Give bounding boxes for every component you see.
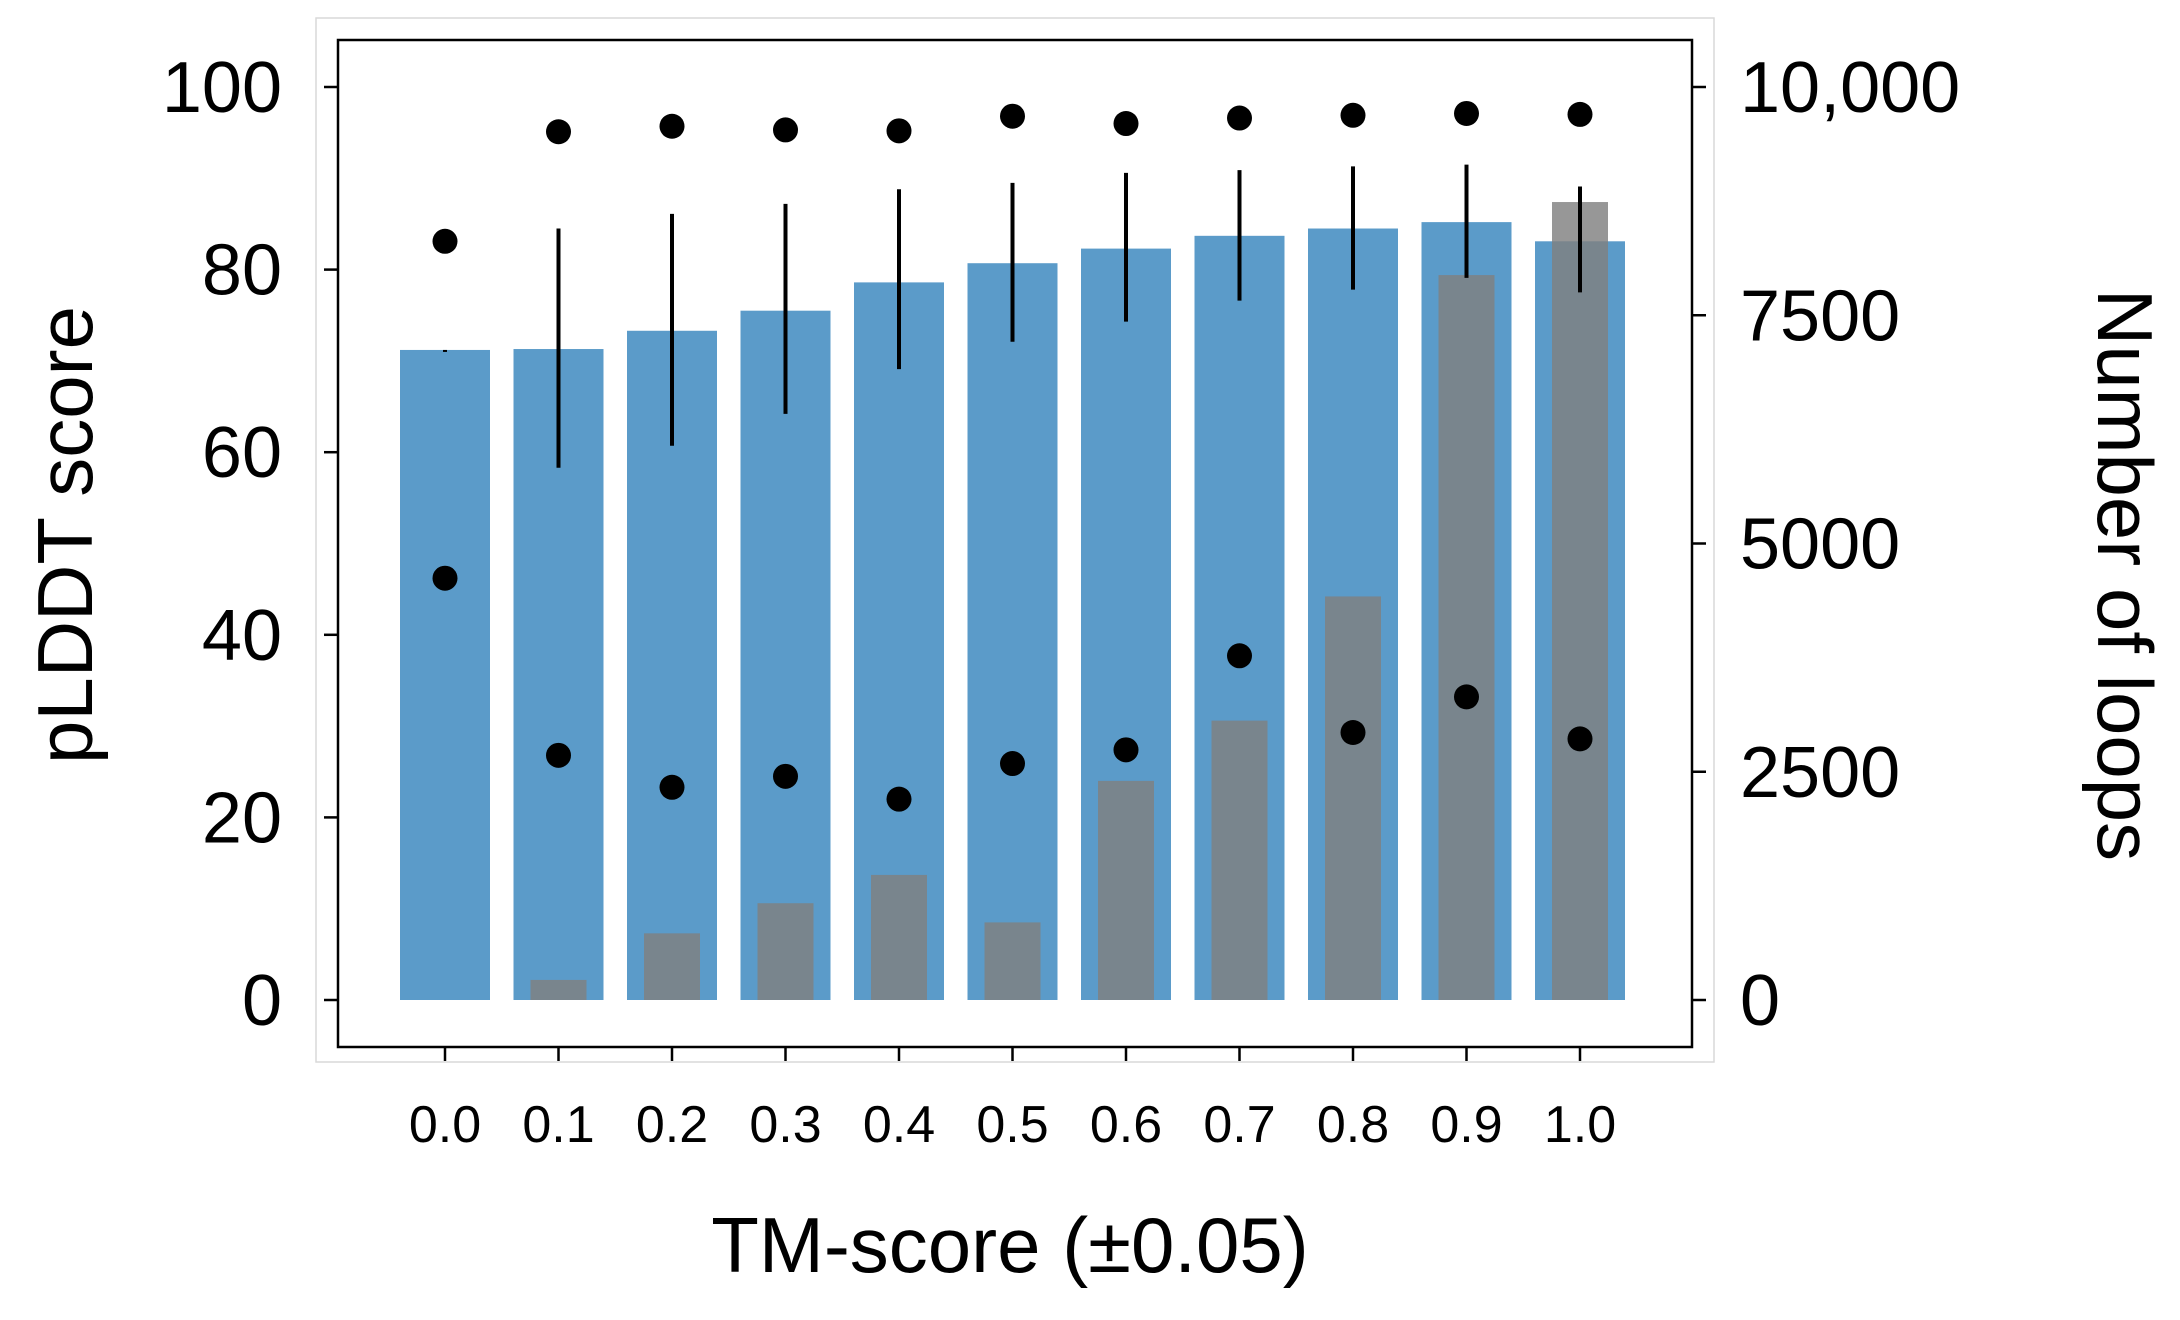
bar-loops-0.7 xyxy=(1211,720,1268,1000)
x-tick-label: 0.3 xyxy=(749,1096,821,1154)
y2-tick-label: 5000 xyxy=(1740,505,1900,585)
bar-pldd-0.5 xyxy=(967,263,1058,1001)
y2-tick-label: 2500 xyxy=(1740,733,1900,813)
point-max-0.2 xyxy=(659,113,685,139)
point-max-0.8 xyxy=(1340,102,1366,128)
bar-loops-1.0 xyxy=(1552,202,1608,1001)
bar-pldd-0.3 xyxy=(740,310,831,1000)
point-max-0.1 xyxy=(546,119,571,145)
x-tick-label: 0.0 xyxy=(409,1096,481,1154)
point-min-0.7 xyxy=(1227,643,1252,669)
x-tick-label: 0.9 xyxy=(1430,1096,1502,1154)
y2-tick-label: 7500 xyxy=(1740,276,1900,356)
point-max-0.3 xyxy=(773,117,798,143)
point-min-0.4 xyxy=(886,786,912,812)
bar-loops-0.3 xyxy=(757,903,814,1000)
x-tick-label: 0.7 xyxy=(1203,1096,1275,1154)
y-axis-title: pLDDT score xyxy=(21,306,109,764)
bar-loops-0.5 xyxy=(984,922,1041,1000)
point-min-0.0 xyxy=(432,565,458,591)
bar-loops-0.2 xyxy=(644,933,700,1000)
y-tick-label: 20 xyxy=(202,778,282,858)
point-max-0.5 xyxy=(1000,103,1025,129)
y-tick-label: 40 xyxy=(202,596,282,676)
y-tick-label: 100 xyxy=(162,48,282,128)
point-max-0.0 xyxy=(432,228,458,254)
point-min-0.9 xyxy=(1454,684,1479,710)
x-axis-title: TM-score (±0.05) xyxy=(711,1201,1309,1289)
y2-tick-label: 0 xyxy=(1740,961,1780,1041)
x-tick-label: 0.8 xyxy=(1317,1096,1389,1154)
x-tick-label: 0.6 xyxy=(1090,1096,1162,1154)
point-min-0.5 xyxy=(1000,751,1025,777)
y2-axis-title: Number of loops xyxy=(2081,289,2169,861)
pldd-bars xyxy=(400,222,1625,1001)
y2-tick-label: 10,000 xyxy=(1740,48,1960,128)
bar-loops-0.6 xyxy=(1098,780,1154,1000)
bar-loops-0.9 xyxy=(1438,275,1495,1000)
y-tick-label: 80 xyxy=(202,231,282,311)
x-tick-label: 0.1 xyxy=(522,1096,594,1154)
point-min-0.1 xyxy=(546,742,571,768)
x-tick-label: 0.5 xyxy=(976,1096,1048,1154)
bar-loops-0.4 xyxy=(871,874,927,1000)
bar-loops-0.1 xyxy=(530,979,587,1000)
y-tick-label: 0 xyxy=(242,961,282,1041)
x-tick-label: 0.4 xyxy=(863,1096,935,1154)
point-max-0.4 xyxy=(886,118,912,144)
point-max-0.7 xyxy=(1227,105,1252,131)
point-max-1.0 xyxy=(1567,101,1593,127)
bar-loops-0.8 xyxy=(1325,596,1381,1000)
point-max-0.6 xyxy=(1113,111,1139,137)
error-bars xyxy=(443,164,1582,468)
y-tick-label: 60 xyxy=(202,413,282,493)
bar-pldd-0.0 xyxy=(400,349,490,1001)
point-min-0.8 xyxy=(1340,719,1366,745)
loop-count-bars xyxy=(530,202,1608,1001)
point-min-1.0 xyxy=(1567,726,1593,752)
x-tick-label: 1.0 xyxy=(1544,1096,1616,1154)
outer-frame xyxy=(315,17,1715,1063)
point-min-0.2 xyxy=(659,774,685,800)
scatter-points xyxy=(432,100,1593,812)
point-min-0.3 xyxy=(773,763,798,789)
point-min-0.6 xyxy=(1113,737,1139,763)
point-max-0.9 xyxy=(1454,100,1479,126)
x-tick-label: 0.2 xyxy=(636,1096,708,1154)
axes: 0 20 40 60 80 100 0 2500 5000 7500 10,000 0.0 0.1 0.2… xyxy=(162,48,1960,1154)
